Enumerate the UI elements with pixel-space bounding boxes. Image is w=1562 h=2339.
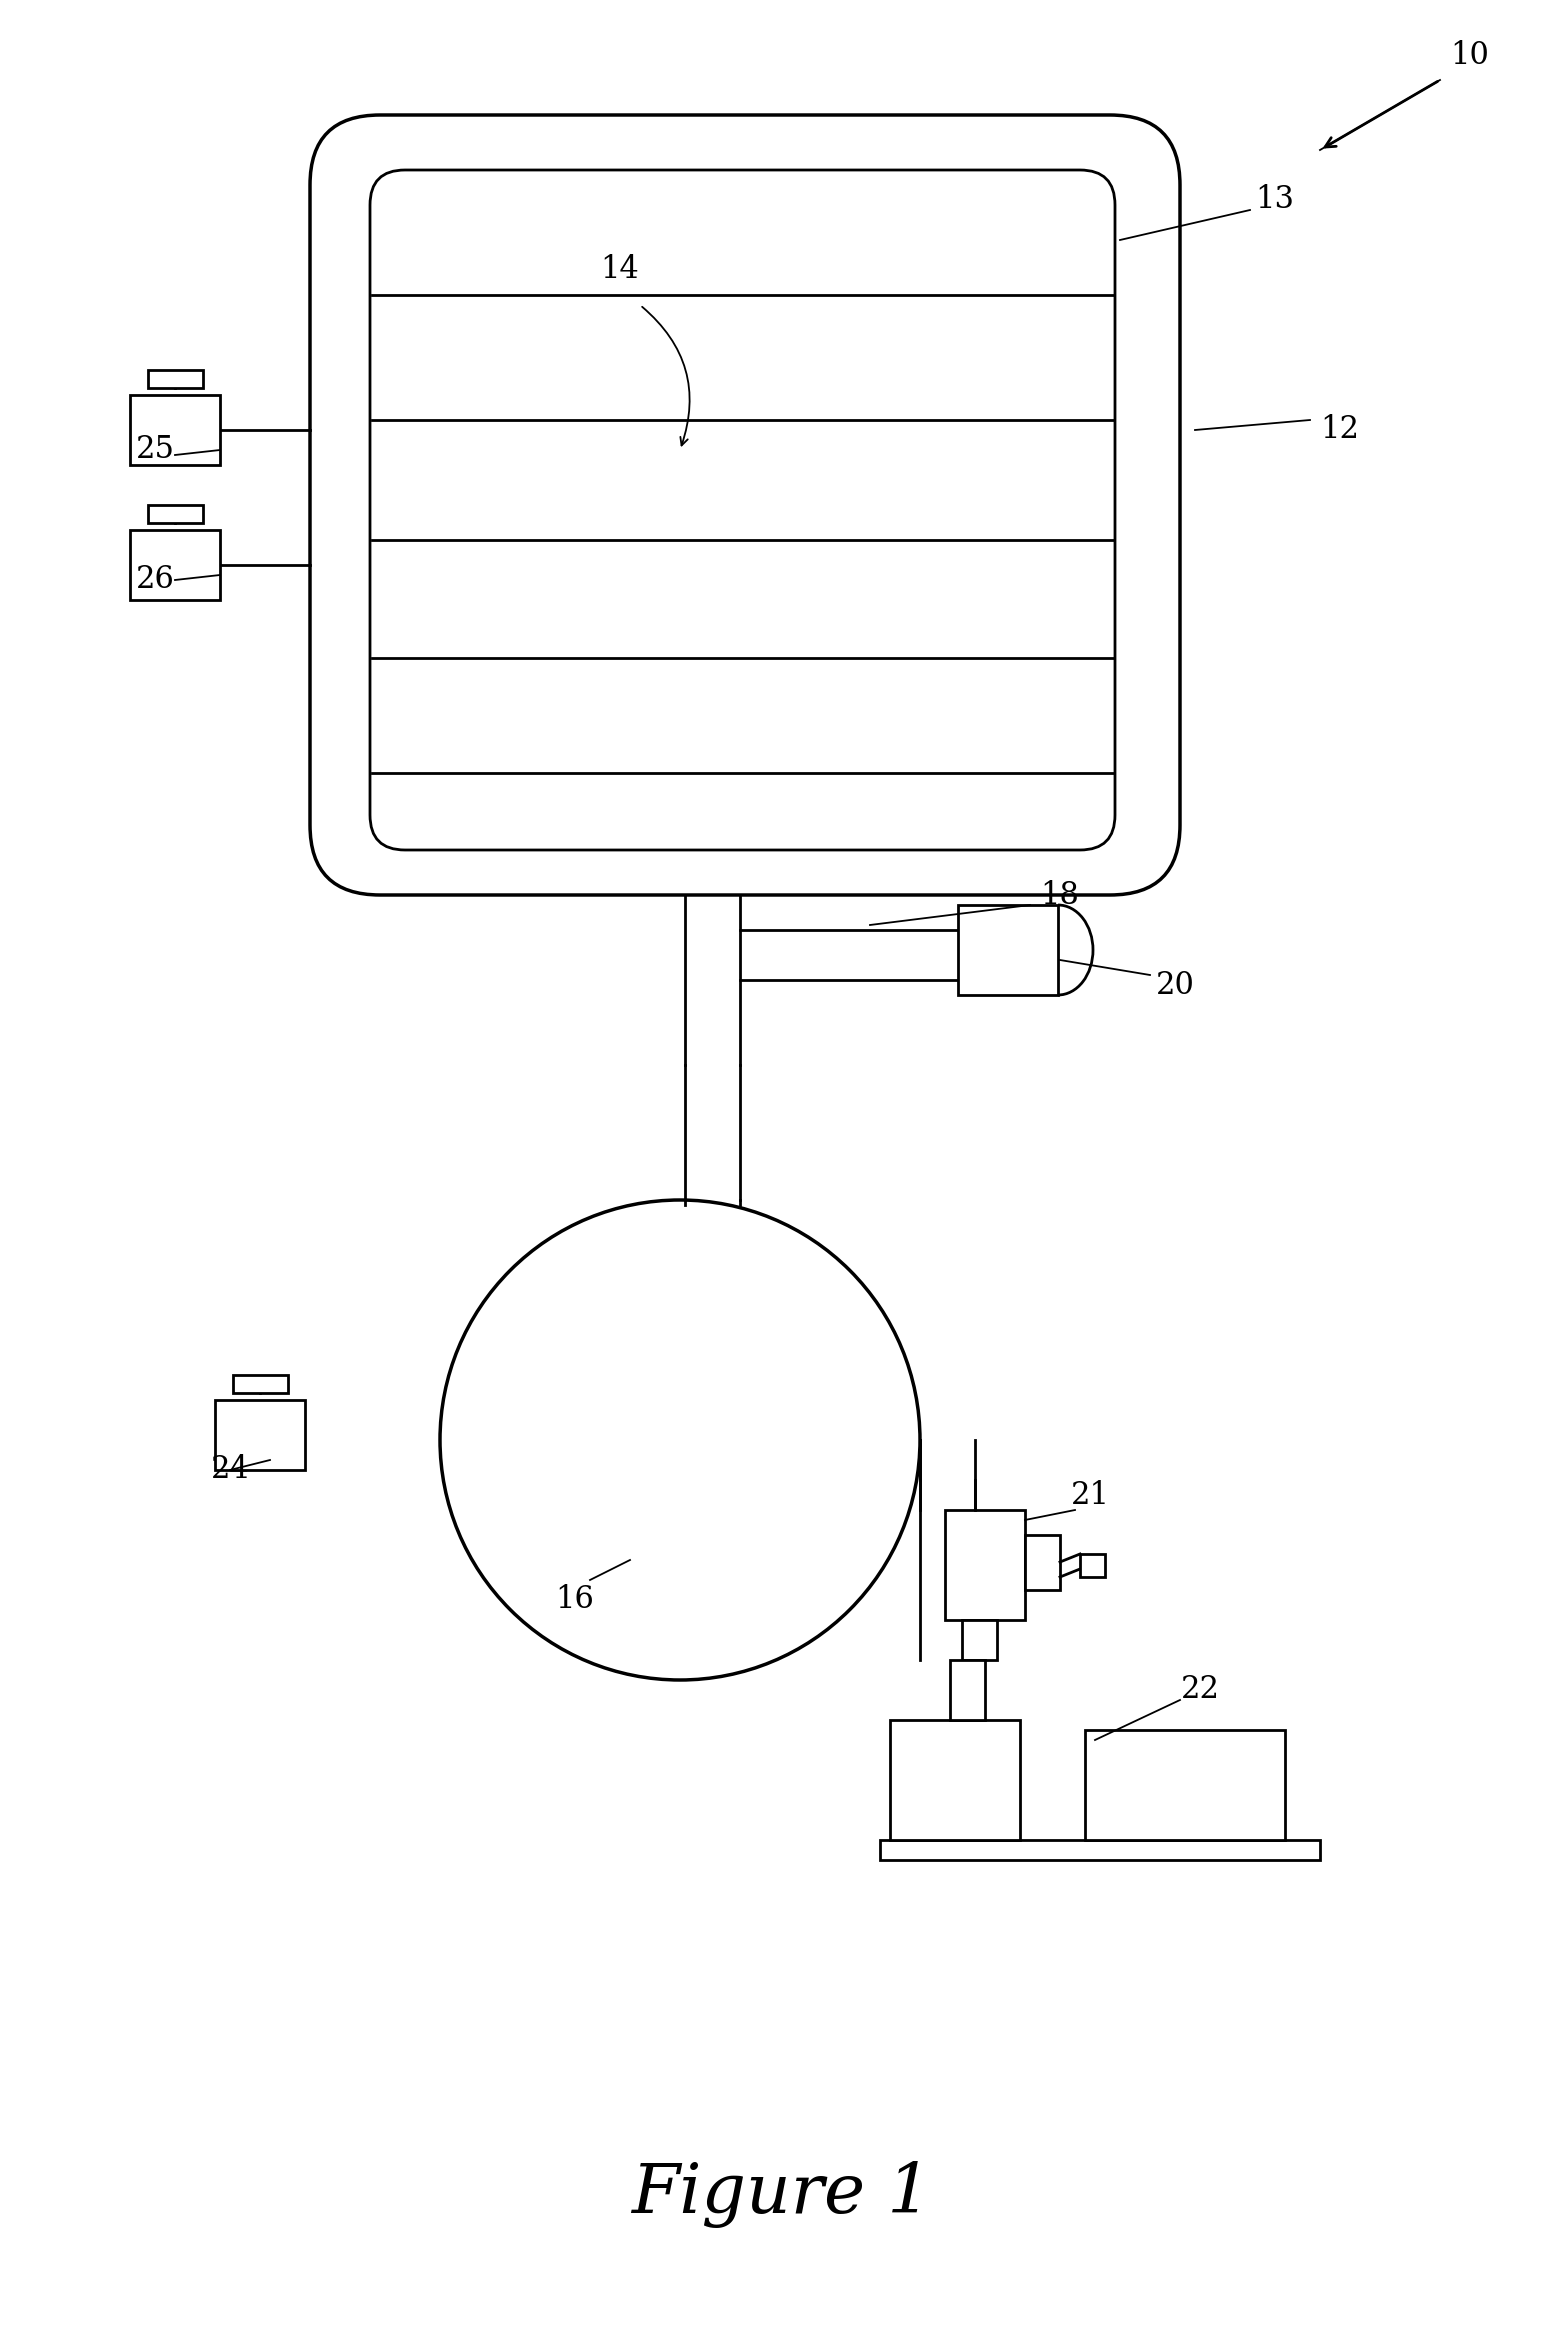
Bar bbox=[1079, 1553, 1104, 1576]
Bar bbox=[130, 531, 220, 601]
Bar bbox=[962, 1621, 997, 1661]
Text: 22: 22 bbox=[1181, 1675, 1220, 1705]
Text: 14: 14 bbox=[601, 255, 639, 285]
FancyBboxPatch shape bbox=[309, 115, 1179, 896]
Bar bbox=[945, 1511, 1025, 1621]
Text: 20: 20 bbox=[1156, 968, 1195, 1001]
Bar bbox=[890, 1719, 1020, 1841]
Bar bbox=[950, 1661, 986, 1719]
Bar bbox=[216, 1401, 305, 1469]
Bar bbox=[1086, 1731, 1286, 1841]
Bar bbox=[233, 1375, 287, 1394]
Text: 10: 10 bbox=[1451, 40, 1490, 70]
Bar bbox=[1025, 1534, 1061, 1591]
Bar bbox=[879, 1841, 1320, 1860]
Bar bbox=[148, 505, 203, 524]
Text: 24: 24 bbox=[211, 1455, 250, 1485]
Text: 25: 25 bbox=[136, 435, 175, 465]
Bar bbox=[130, 395, 220, 465]
Text: 12: 12 bbox=[1320, 414, 1359, 444]
Text: 16: 16 bbox=[556, 1584, 595, 1616]
Text: 18: 18 bbox=[1040, 879, 1079, 910]
Text: 21: 21 bbox=[1070, 1481, 1109, 1511]
Bar bbox=[958, 905, 1057, 994]
Bar bbox=[148, 370, 203, 388]
Text: 26: 26 bbox=[136, 564, 175, 596]
Circle shape bbox=[440, 1200, 920, 1679]
Text: Figure 1: Figure 1 bbox=[631, 2161, 931, 2229]
FancyBboxPatch shape bbox=[370, 171, 1115, 849]
Text: 13: 13 bbox=[1256, 185, 1295, 215]
